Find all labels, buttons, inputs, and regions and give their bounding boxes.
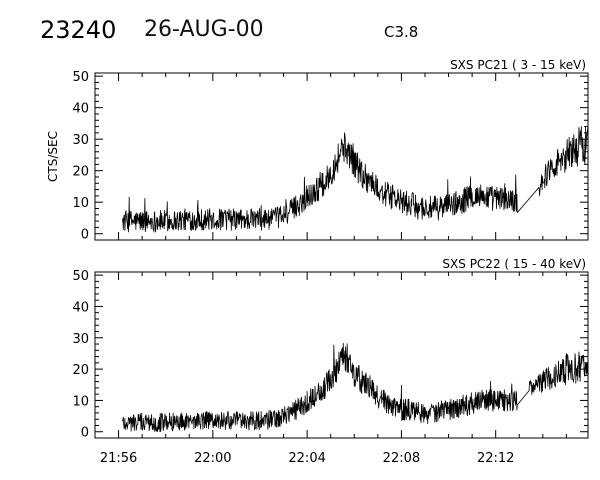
y-tick-label: 10	[72, 196, 89, 211]
panel-sxs-pc22: 0 10 20 30 40 50 21:56 22:00 22:04 22:08 22:12 SXS …	[72, 257, 589, 466]
event-id: 23240	[40, 16, 117, 44]
y-tick-label: 0	[81, 426, 89, 441]
flare-class: C3.8	[384, 23, 419, 41]
plot-frame	[94, 271, 589, 439]
x-tick-label: 22:12	[477, 451, 514, 466]
x-tick-label: 22:04	[288, 451, 325, 466]
panel-title: SXS PC21 ( 3 - 15 keV)	[450, 58, 586, 72]
y-tick-label: 40	[72, 300, 89, 315]
y-tick-label: 30	[72, 332, 89, 347]
plot-frame	[94, 72, 589, 241]
panel-sxs-pc21: 0 10 20 30 40 50 SXS PC21 ( 3 - 15 keV) CTS/SEC	[46, 58, 589, 243]
data-series-line	[122, 125, 589, 233]
event-date: 26-AUG-00	[144, 17, 264, 42]
y-tick-label: 40	[72, 102, 89, 117]
y-tick-label: 50	[72, 269, 89, 284]
panel-title: SXS PC22 ( 15 - 40 keV)	[442, 257, 586, 271]
data-series-line	[122, 342, 589, 433]
x-tick-label: 21:56	[100, 451, 137, 466]
y-tick-label: 30	[72, 133, 89, 148]
y-tick-label: 0	[81, 228, 89, 243]
y-tick-label: 20	[72, 363, 89, 378]
y-tick-label: 50	[72, 70, 89, 85]
x-tick-label: 22:08	[383, 451, 420, 466]
y-tick-label: 20	[72, 165, 89, 180]
y-axis-label: CTS/SEC	[46, 131, 60, 182]
x-tick-label: 22:00	[194, 451, 231, 466]
y-tick-label: 10	[72, 394, 89, 409]
